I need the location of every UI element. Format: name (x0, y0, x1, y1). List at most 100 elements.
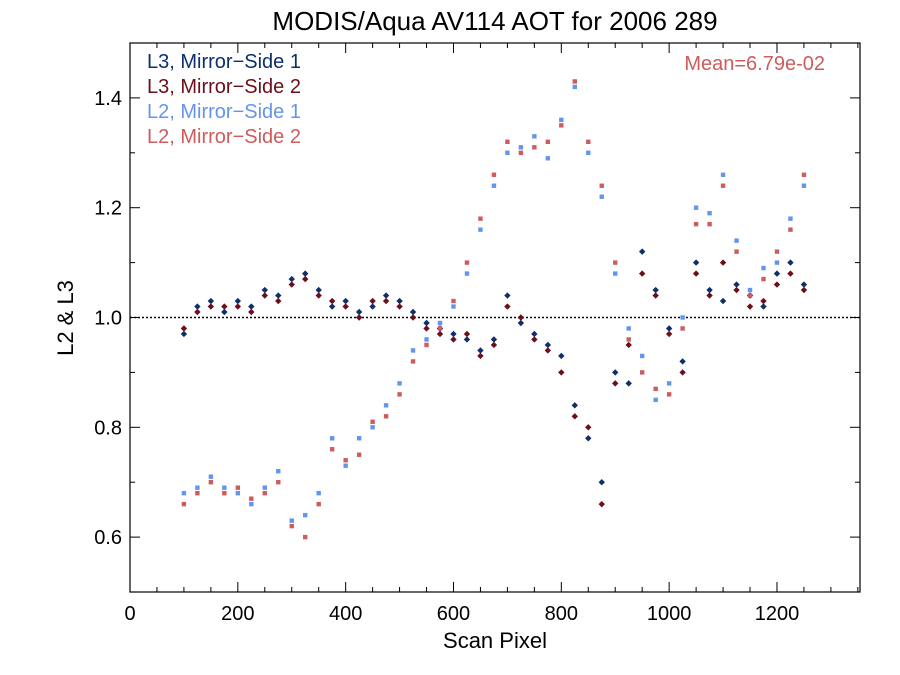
data-point (342, 297, 349, 305)
data-point (450, 330, 457, 338)
data-point (571, 402, 578, 409)
x-axis-label: Scan Pixel (443, 628, 547, 653)
x-tick-label: 200 (221, 603, 254, 625)
data-point (504, 303, 511, 310)
data-point (517, 314, 525, 321)
data-point (316, 501, 321, 507)
legend-entry: L3, Mirror−Side 1 (147, 51, 301, 73)
data-point (504, 292, 511, 299)
data-point (800, 286, 808, 294)
y-tick-label: 1.0 (94, 308, 122, 330)
data-point (208, 474, 214, 479)
data-point (396, 297, 403, 305)
data-point (370, 419, 375, 425)
data-point (761, 276, 766, 282)
data-point (248, 303, 255, 310)
data-point (734, 238, 739, 243)
data-point (235, 490, 241, 496)
data-point (261, 286, 268, 294)
data-point (613, 260, 618, 265)
data-point (800, 281, 808, 288)
data-point (572, 84, 577, 90)
data-point (774, 249, 780, 254)
data-point (612, 380, 619, 387)
series-3 (181, 84, 807, 523)
data-point (625, 341, 632, 349)
data-point (666, 392, 672, 397)
data-point (194, 303, 201, 310)
data-point (612, 369, 619, 376)
data-point (559, 117, 564, 123)
data-point (424, 337, 429, 342)
data-point (801, 172, 807, 177)
x-tick-label: 800 (545, 603, 578, 625)
data-point (586, 150, 591, 155)
y-tick-label: 1.4 (94, 88, 122, 110)
data-point (599, 183, 604, 188)
data-point (599, 194, 604, 199)
y-tick-label: 0.8 (94, 417, 122, 439)
data-point (423, 319, 430, 327)
data-point (491, 172, 497, 177)
data-point (383, 414, 389, 419)
data-point (180, 330, 188, 338)
data-point (397, 381, 402, 386)
data-point (208, 480, 214, 485)
data-point (275, 297, 282, 305)
data-point (315, 286, 322, 294)
data-point (586, 139, 591, 145)
data-point (477, 347, 484, 354)
data-point (719, 297, 727, 305)
data-point (774, 260, 780, 265)
data-point (369, 297, 376, 305)
series-2 (180, 259, 808, 508)
data-point (558, 369, 565, 376)
data-point (329, 447, 335, 452)
data-point (409, 308, 417, 316)
data-point (328, 297, 336, 305)
data-point (222, 490, 227, 496)
data-point (531, 336, 538, 343)
mean-annotation: Mean=6.79e-02 (684, 53, 825, 75)
legend-entry: L2, Mirror−Side 2 (147, 126, 301, 148)
data-point (343, 458, 348, 463)
data-point (464, 271, 470, 276)
data-point (545, 139, 551, 145)
data-point (303, 534, 308, 540)
data-point (409, 314, 417, 321)
data-point (356, 452, 362, 457)
data-point (693, 221, 699, 227)
data-point (679, 358, 686, 365)
data-point (638, 248, 646, 255)
data-point (343, 463, 348, 468)
data-point (289, 518, 294, 523)
x-tick-label: 1200 (755, 603, 800, 625)
data-point (761, 265, 766, 271)
data-point (773, 281, 781, 288)
data-point (734, 249, 739, 254)
data-point (410, 348, 416, 353)
data-point (652, 292, 659, 299)
data-point (262, 485, 267, 490)
data-point (679, 369, 686, 376)
data-point (221, 303, 228, 310)
data-point (261, 292, 268, 299)
data-point (505, 150, 510, 155)
data-point (760, 303, 767, 310)
legend-entry: L2, Mirror−Side 1 (147, 101, 301, 123)
data-point (194, 308, 201, 316)
data-point (773, 270, 781, 277)
data-points (180, 79, 808, 540)
data-point (571, 413, 578, 420)
data-point (652, 286, 659, 294)
data-point (747, 293, 753, 298)
series-1 (180, 248, 808, 486)
y-axis-label: L2 & L3 (53, 280, 78, 356)
x-tick-label: 0 (124, 603, 135, 625)
data-point (396, 303, 403, 310)
data-point (383, 403, 389, 408)
data-point (706, 292, 713, 299)
data-point (490, 336, 498, 343)
data-point (639, 353, 645, 359)
